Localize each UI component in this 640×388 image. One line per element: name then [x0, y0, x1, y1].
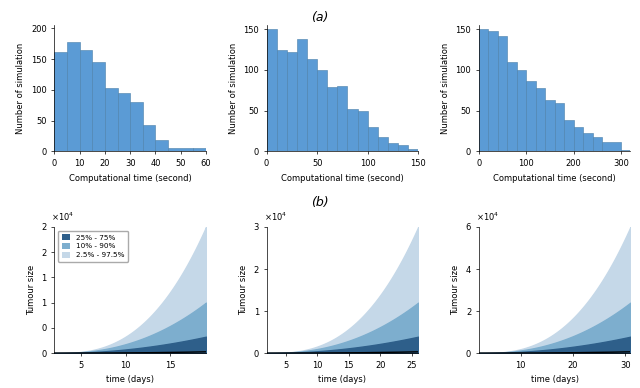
- X-axis label: Computational time (second): Computational time (second): [281, 173, 404, 182]
- Bar: [388, 143, 398, 151]
- Bar: [267, 29, 276, 151]
- Y-axis label: Number of simulation: Number of simulation: [17, 43, 26, 134]
- Bar: [602, 142, 621, 151]
- Text: $\times10^4$: $\times10^4$: [264, 211, 287, 223]
- Legend: 25% - 75%, 10% - 90%, 2.5% - 97.5%: 25% - 75%, 10% - 90%, 2.5% - 97.5%: [58, 230, 128, 262]
- Bar: [583, 133, 593, 151]
- Y-axis label: Tumour size: Tumour size: [451, 265, 460, 315]
- Bar: [297, 39, 307, 151]
- Bar: [287, 52, 297, 151]
- Bar: [143, 125, 156, 151]
- Bar: [327, 87, 337, 151]
- Bar: [488, 31, 498, 151]
- Bar: [307, 59, 317, 151]
- X-axis label: Computational time (second): Computational time (second): [493, 173, 616, 182]
- X-axis label: time (days): time (days): [319, 375, 366, 384]
- Bar: [516, 70, 526, 151]
- Bar: [545, 100, 555, 151]
- Bar: [276, 50, 287, 151]
- Bar: [593, 137, 602, 151]
- Y-axis label: Number of simulation: Number of simulation: [441, 43, 450, 134]
- Bar: [193, 147, 206, 151]
- Bar: [367, 127, 378, 151]
- Text: $\times10^4$: $\times10^4$: [51, 211, 74, 223]
- Y-axis label: Tumour size: Tumour size: [27, 265, 36, 315]
- Bar: [348, 109, 358, 151]
- Text: (b): (b): [311, 196, 329, 209]
- Bar: [573, 127, 583, 151]
- X-axis label: time (days): time (days): [531, 375, 579, 384]
- Y-axis label: Number of simulation: Number of simulation: [228, 43, 237, 134]
- Bar: [526, 81, 536, 151]
- Bar: [168, 147, 193, 151]
- Bar: [130, 102, 143, 151]
- X-axis label: time (days): time (days): [106, 375, 154, 384]
- Bar: [67, 42, 79, 151]
- Bar: [479, 29, 488, 151]
- Text: $\times10^4$: $\times10^4$: [476, 211, 499, 223]
- Bar: [105, 88, 118, 151]
- Bar: [398, 145, 408, 151]
- Bar: [498, 36, 508, 151]
- Bar: [317, 70, 327, 151]
- Bar: [508, 62, 516, 151]
- Bar: [79, 50, 92, 151]
- Bar: [92, 62, 105, 151]
- Y-axis label: Tumour size: Tumour size: [239, 265, 248, 315]
- Bar: [118, 93, 130, 151]
- Bar: [555, 102, 564, 151]
- Bar: [536, 88, 545, 151]
- Bar: [358, 111, 367, 151]
- Bar: [378, 137, 388, 151]
- Bar: [337, 86, 348, 151]
- Text: (a): (a): [311, 11, 329, 24]
- Bar: [156, 140, 168, 151]
- Bar: [564, 120, 573, 151]
- Bar: [621, 150, 630, 151]
- Bar: [408, 149, 418, 151]
- Bar: [54, 52, 67, 151]
- X-axis label: Computational time (second): Computational time (second): [69, 173, 191, 182]
